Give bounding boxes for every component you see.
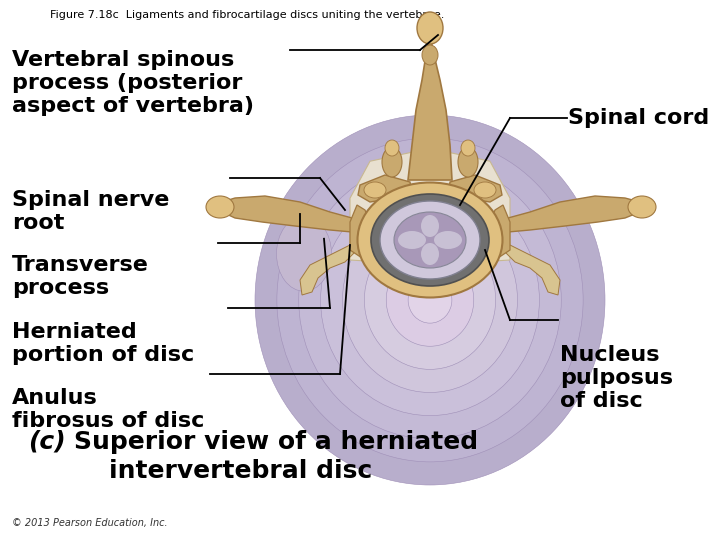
Polygon shape bbox=[508, 196, 640, 232]
Ellipse shape bbox=[255, 115, 605, 485]
Ellipse shape bbox=[276, 216, 331, 291]
Ellipse shape bbox=[422, 45, 438, 65]
Ellipse shape bbox=[421, 243, 439, 265]
Ellipse shape bbox=[474, 182, 496, 198]
Polygon shape bbox=[408, 35, 452, 180]
Ellipse shape bbox=[417, 12, 443, 44]
Polygon shape bbox=[358, 175, 412, 202]
Polygon shape bbox=[505, 245, 560, 295]
Polygon shape bbox=[300, 245, 355, 295]
Ellipse shape bbox=[380, 201, 480, 279]
Text: Vertebral spinous
process (posterior
aspect of vertebra): Vertebral spinous process (posterior asp… bbox=[12, 50, 254, 117]
Ellipse shape bbox=[421, 215, 439, 237]
Text: Figure 7.18c  Ligaments and fibrocartilage discs uniting the vertebrae.: Figure 7.18c Ligaments and fibrocartilag… bbox=[50, 10, 444, 20]
Ellipse shape bbox=[382, 147, 402, 177]
Ellipse shape bbox=[628, 196, 656, 218]
Polygon shape bbox=[222, 196, 352, 232]
Polygon shape bbox=[448, 175, 502, 202]
Polygon shape bbox=[488, 205, 510, 258]
Text: Spinal nerve
root: Spinal nerve root bbox=[12, 190, 169, 233]
Text: © 2013 Pearson Education, Inc.: © 2013 Pearson Education, Inc. bbox=[12, 518, 168, 528]
Text: (c): (c) bbox=[28, 430, 66, 454]
Ellipse shape bbox=[385, 140, 399, 156]
Ellipse shape bbox=[320, 184, 539, 416]
Ellipse shape bbox=[299, 161, 562, 438]
Ellipse shape bbox=[358, 183, 503, 298]
Ellipse shape bbox=[364, 182, 386, 198]
Ellipse shape bbox=[364, 231, 495, 369]
Ellipse shape bbox=[277, 138, 583, 462]
Ellipse shape bbox=[206, 196, 234, 218]
Text: Anulus
fibrosus of disc: Anulus fibrosus of disc bbox=[12, 388, 204, 431]
Ellipse shape bbox=[343, 207, 518, 393]
Ellipse shape bbox=[434, 231, 462, 249]
Text: Superior view of a herniated
    intervertebral disc: Superior view of a herniated interverteb… bbox=[74, 430, 478, 483]
Ellipse shape bbox=[394, 212, 466, 268]
Text: Spinal cord: Spinal cord bbox=[568, 108, 709, 128]
Text: Nucleus
pulposus
of disc: Nucleus pulposus of disc bbox=[560, 345, 673, 411]
Ellipse shape bbox=[371, 194, 489, 286]
Polygon shape bbox=[350, 205, 372, 258]
Ellipse shape bbox=[461, 140, 475, 156]
Text: Transverse
process: Transverse process bbox=[12, 255, 149, 298]
Ellipse shape bbox=[386, 254, 474, 346]
Polygon shape bbox=[350, 148, 510, 265]
Text: Herniated
portion of disc: Herniated portion of disc bbox=[12, 322, 194, 365]
Ellipse shape bbox=[398, 231, 426, 249]
Ellipse shape bbox=[408, 277, 452, 323]
Ellipse shape bbox=[458, 147, 478, 177]
